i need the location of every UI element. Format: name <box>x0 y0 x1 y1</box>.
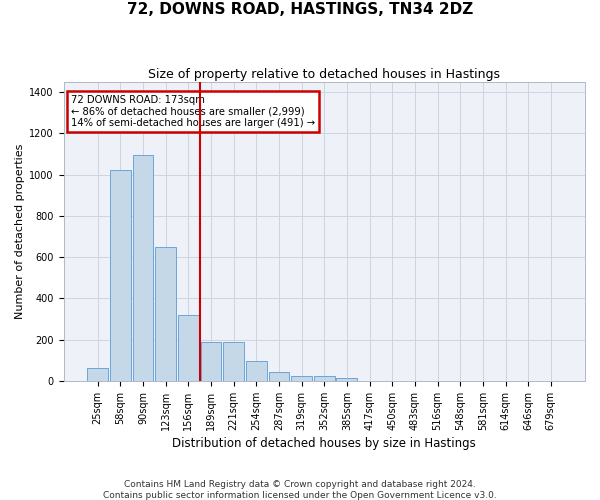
Bar <box>291 376 312 381</box>
Bar <box>133 155 154 381</box>
Text: 72, DOWNS ROAD, HASTINGS, TN34 2DZ: 72, DOWNS ROAD, HASTINGS, TN34 2DZ <box>127 2 473 18</box>
Bar <box>269 372 289 381</box>
Y-axis label: Number of detached properties: Number of detached properties <box>15 144 25 319</box>
Bar <box>314 376 335 381</box>
Bar <box>110 170 131 381</box>
Bar <box>246 362 266 381</box>
Bar <box>87 368 108 381</box>
Text: 72 DOWNS ROAD: 173sqm
← 86% of detached houses are smaller (2,999)
14% of semi-d: 72 DOWNS ROAD: 173sqm ← 86% of detached … <box>71 95 316 128</box>
Text: Contains HM Land Registry data © Crown copyright and database right 2024.
Contai: Contains HM Land Registry data © Crown c… <box>103 480 497 500</box>
Bar <box>155 247 176 381</box>
Bar <box>223 342 244 381</box>
X-axis label: Distribution of detached houses by size in Hastings: Distribution of detached houses by size … <box>172 437 476 450</box>
Bar <box>337 378 358 381</box>
Bar <box>200 342 221 381</box>
Title: Size of property relative to detached houses in Hastings: Size of property relative to detached ho… <box>148 68 500 80</box>
Bar <box>178 315 199 381</box>
